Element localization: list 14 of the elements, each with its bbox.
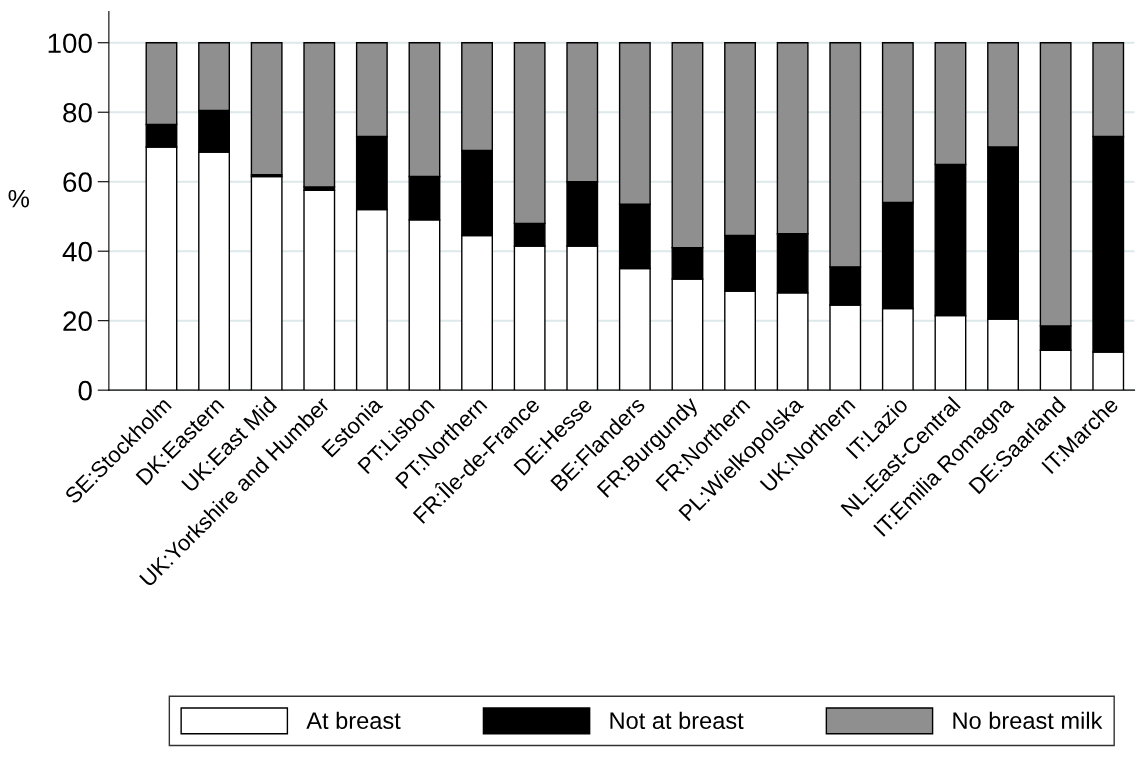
legend-label: At breast <box>306 711 401 730</box>
y-tick-label: 0 <box>78 380 92 401</box>
y-axis-title: % <box>8 189 29 208</box>
bar <box>303 42 336 188</box>
bar <box>250 175 283 391</box>
legend-label: Not at breast <box>610 711 744 730</box>
bar <box>250 42 283 176</box>
y-tick-label: 60 <box>63 172 92 193</box>
y-tick-label: 100 <box>48 33 92 54</box>
y-tick-label: 40 <box>62 241 92 262</box>
y-tick-label: 80 <box>63 102 92 123</box>
y-tick-label: 20 <box>63 311 92 332</box>
legend-label: No breast milk <box>953 711 1103 730</box>
bar <box>303 189 336 391</box>
